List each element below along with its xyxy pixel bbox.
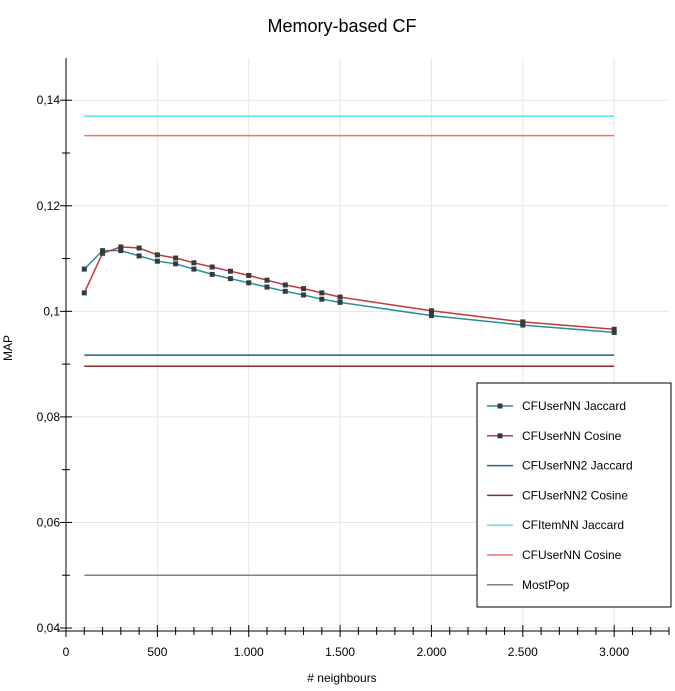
data-point [520,322,526,328]
data-point [246,272,252,278]
legend-entry-label: CFUserNN2 Cosine [522,488,628,502]
data-point [100,250,106,256]
data-point [209,264,215,270]
data-point [173,261,179,267]
legend-entry-label: CFItemNN Jaccard [522,518,624,532]
y-tick-label: 0,08 [37,410,61,424]
data-point [227,268,233,274]
data-point [173,255,179,261]
data-point [428,313,434,319]
legend-entry-label: CFUserNN Cosine [522,548,622,562]
data-point [264,284,270,290]
data-point [227,276,233,282]
data-point [520,319,526,325]
y-tick-label: 0,04 [37,621,61,635]
data-point [301,286,307,292]
series-line-1 [83,246,615,331]
data-point [209,271,215,277]
data-point [611,326,617,332]
data-point [118,248,124,254]
x-tick-label: 0 [63,645,70,659]
y-tick-label: 0,1 [43,304,60,318]
x-tick-label: 1.500 [325,645,355,659]
grid [66,58,669,629]
data-point [246,280,252,286]
data-point [154,252,160,258]
legend-marker [497,403,503,409]
legend-entry-label: CFUserNN2 Jaccard [522,459,633,473]
data-point [191,260,197,266]
legend-entry-label: CFUserNN Jaccard [522,399,626,413]
data-point [81,290,87,296]
series-line-0 [83,249,615,334]
data-point [154,258,160,264]
data-point [191,266,197,272]
data-point [81,266,87,272]
data-point [337,299,343,305]
data-point [100,248,106,254]
y-tick-label: 0,14 [37,93,61,107]
data-point [319,290,325,296]
x-tick-label: 2.500 [508,645,538,659]
data-point [118,244,124,250]
chart-title: Memory-based CF [267,16,416,36]
x-tick-label: 3.000 [599,645,629,659]
data-point [264,277,270,283]
series-group [81,115,617,576]
data-point [319,296,325,302]
legend-marker [497,433,503,439]
y-axis-label: MAP [1,335,15,361]
y-tick-label: 0,06 [37,515,61,529]
data-point [611,329,617,335]
x-tick-label: 2.000 [416,645,446,659]
axes: 0 500 1.000 1.500 2.000 2.500 3.000 0,04 0,06 0,0… [37,58,670,659]
x-axis-label: # neighbours [307,671,376,685]
data-point [136,245,142,251]
data-point [282,288,288,294]
legend-entry-label: MostPop [522,578,570,592]
data-point [136,253,142,259]
data-point [337,294,343,300]
data-point [301,292,307,298]
data-point [428,308,434,314]
y-tick-label: 0,12 [37,199,61,213]
legend: CFUserNN Jaccard CFUserNN Cosine CFUserNN2… [476,382,672,608]
x-tick-label: 500 [147,645,167,659]
x-tick-label: 1.000 [234,645,264,659]
data-point [282,282,288,288]
legend-entry-label: CFUserNN Cosine [522,429,622,443]
